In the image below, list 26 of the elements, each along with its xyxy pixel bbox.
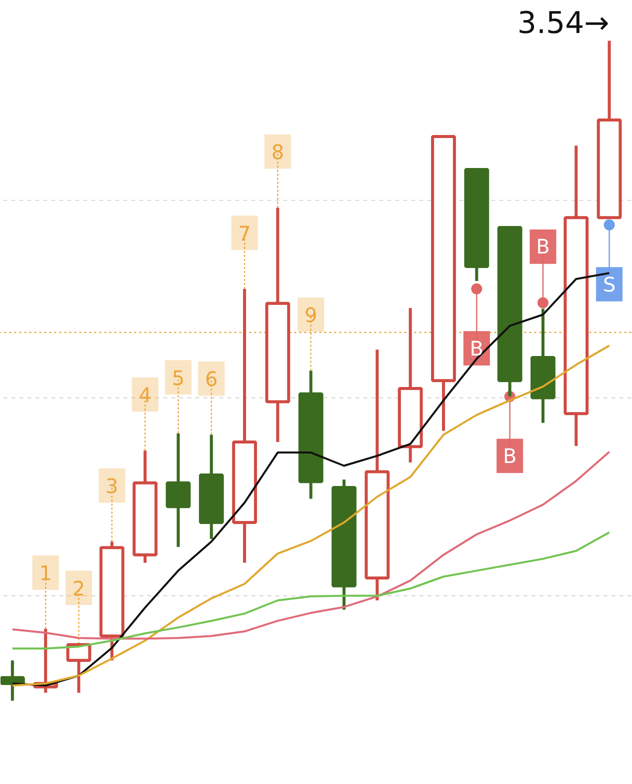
candlestick	[298, 370, 324, 499]
candlestick	[198, 434, 224, 540]
annotation: 9	[304, 303, 318, 328]
point	[604, 219, 615, 230]
text: B	[502, 444, 517, 468]
point	[471, 283, 482, 294]
candlestick	[530, 308, 556, 423]
candlestick	[232, 288, 257, 563]
candlestick	[166, 433, 191, 547]
annotation: 6	[205, 367, 218, 392]
annotation: 7	[238, 221, 251, 246]
annotation: 2	[72, 576, 86, 600]
annotation: 3	[106, 474, 118, 498]
candlestick	[398, 308, 423, 462]
candlestick	[564, 146, 589, 446]
annotation: 8	[271, 140, 284, 164]
text: B	[470, 336, 484, 360]
annotation: 3.54→	[517, 6, 610, 41]
series-label: B	[536, 234, 550, 259]
text: S	[602, 272, 616, 296]
candlestick	[0, 660, 25, 701]
annotation: 4	[138, 382, 152, 407]
candlestick	[364, 350, 390, 600]
annotation: 5	[172, 366, 185, 390]
candlestick	[265, 208, 290, 442]
point	[537, 297, 548, 308]
